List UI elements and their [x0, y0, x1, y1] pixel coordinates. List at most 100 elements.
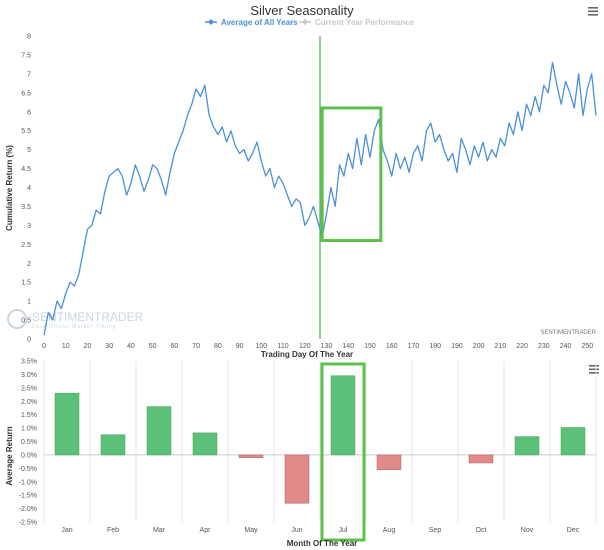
y-axis-ticks: 0 0.5 1 1.5 2 2.5 3 3.5 4 4.5 5 5.5 6 6.5 7 7.5 8	[21, 34, 31, 344]
chart-title: Silver Seasonality	[250, 3, 354, 18]
bar-may[interactable]	[238, 454, 264, 458]
x-tick-label: 210	[495, 343, 507, 350]
bar-oct[interactable]	[468, 454, 494, 464]
legend-marker-current-icon	[302, 19, 308, 25]
x-tick-label: 130	[321, 343, 333, 350]
x-axis-ticks: 0 10 20 30 40 50 60 70 80 90 100 110 120 130 140 150 160…	[42, 343, 593, 350]
bar-x-axis-ticks: Jan Feb Mar Apr May Jun Jul Aug Sep Oct Nov Dec	[61, 527, 579, 534]
month-highlight-box	[320, 362, 366, 542]
bar-x-tick-label: Feb	[107, 527, 119, 534]
x-tick-label: 30	[105, 343, 113, 350]
bar-feb[interactable]	[100, 434, 126, 456]
bar-y-tick-label: 3.5%	[21, 359, 37, 366]
bar-y-tick-label: -1.0%	[19, 479, 37, 486]
y-tick-label: 7.5	[21, 52, 31, 59]
x-tick-label: 0	[42, 343, 46, 350]
y-tick-label: 2.5	[21, 242, 31, 249]
watermark-tagline: Data-Driven Market Timing	[32, 324, 116, 330]
x-tick-label: 120	[299, 343, 311, 350]
legend-marker-average-icon	[208, 19, 214, 25]
x-tick-label: 110	[277, 343, 288, 350]
bar-x-tick-label: Oct	[476, 527, 487, 534]
bar-mar[interactable]	[146, 406, 172, 456]
series-line-average-of-all-years	[43, 61, 597, 336]
bar-x-tick-label: Aug	[383, 527, 396, 534]
bar-y-tick-label: 3.0%	[21, 372, 37, 379]
chart-menu-icon[interactable]	[584, 4, 600, 18]
legend-label-current-year: Current Year Performance	[315, 18, 415, 27]
line-chart: Silver Seasonality Average of All Years …	[5, 3, 600, 359]
y-tick-label: 5	[27, 147, 31, 154]
x-tick-label: 160	[386, 343, 398, 350]
y-tick-label: 0.5	[21, 318, 31, 325]
bar-y-tick-label: 1.5%	[21, 412, 37, 419]
bar-x-tick-label: Jun	[291, 527, 302, 534]
x-tick-label: 230	[538, 343, 550, 350]
bar-x-tick-label: Mar	[153, 527, 166, 534]
highlight-box	[320, 106, 383, 243]
x-tick-label: 20	[84, 343, 92, 350]
x-tick-label: 220	[516, 343, 528, 350]
bar-x-tick-label: Jul	[339, 527, 348, 534]
bar-dec[interactable]	[560, 427, 586, 456]
x-tick-label: 200	[473, 343, 485, 350]
x-tick-label: 150	[364, 343, 376, 350]
x-tick-label: 70	[192, 343, 200, 350]
bar-x-tick-label: May	[244, 527, 258, 534]
x-tick-label: 90	[236, 343, 244, 350]
x-tick-label: 80	[214, 343, 222, 350]
y-tick-label: 3	[27, 223, 31, 230]
bar-x-axis-title: Month Of The Year	[287, 539, 358, 548]
x-tick-label: 170	[408, 343, 420, 350]
y-tick-label: 5.5	[21, 128, 31, 135]
bar-aug[interactable]	[376, 454, 402, 470]
bar-y-tick-label: 1.0%	[21, 426, 37, 433]
y-tick-label: 0	[27, 337, 31, 344]
credit-text: SENTIMENTRADER	[540, 330, 596, 336]
legend-item-current-year[interactable]: Current Year Performance	[299, 18, 415, 27]
y-tick-label: 8	[27, 34, 31, 41]
watermark-name: SENTIMENTRADER	[32, 310, 144, 324]
x-tick-label: 10	[62, 343, 70, 350]
bar-chart: -2.5% -2.0% -1.5% -1.0% -0.5% 0.0% 0.5% 1.0% 1.5…	[5, 359, 600, 548]
y-tick-label: 1.5	[21, 280, 31, 287]
bar-jul[interactable]	[330, 375, 356, 456]
bar-x-tick-label: Apr	[200, 527, 212, 534]
bar-y-tick-label: 2.5%	[21, 385, 37, 392]
legend-item-average[interactable]: Average of All Years	[205, 18, 298, 27]
x-axis-title: Trading Day Of The Year	[261, 350, 353, 359]
x-tick-label: 40	[127, 343, 135, 350]
x-tick-label: 240	[560, 343, 572, 350]
y-tick-label: 1	[27, 299, 31, 306]
x-tick-label: 60	[170, 343, 178, 350]
x-tick-label: 190	[451, 343, 463, 350]
bar-jun[interactable]	[284, 454, 310, 504]
bar-y-tick-label: 0.0%	[21, 452, 37, 459]
x-tick-label: 180	[429, 343, 441, 350]
bar-y-tick-label: 2.0%	[21, 399, 37, 406]
bar-x-tick-label: Sep	[429, 527, 442, 534]
y-tick-label: 3.5	[21, 204, 31, 211]
bar-jan[interactable]	[54, 392, 80, 456]
watermark-circle-icon	[7, 309, 27, 329]
bars	[54, 375, 586, 504]
x-tick-label: 250	[581, 343, 593, 350]
bar-y-tick-label: -2.5%	[19, 520, 37, 527]
x-tick-label: 140	[342, 343, 354, 350]
bar-x-tick-label: Nov	[521, 527, 534, 534]
bar-chart-menu-icon[interactable]	[584, 362, 600, 376]
bar-apr[interactable]	[192, 432, 218, 456]
x-tick-label: 50	[149, 343, 157, 350]
bar-x-tick-label: Jan	[61, 527, 72, 534]
bar-y-tick-label: 0.5%	[21, 439, 37, 446]
bar-nov[interactable]	[514, 436, 540, 456]
legend-label-average: Average of All Years	[221, 18, 298, 27]
y-tick-label: 2	[27, 261, 31, 268]
bar-y-tick-label: -0.5%	[19, 466, 37, 473]
x-tick-label: 100	[255, 343, 267, 350]
y-tick-label: 6	[27, 109, 31, 116]
watermark-logo: SENTIMENTRADER Data-Driven Market Timing	[7, 309, 144, 330]
y-tick-label: 4	[27, 185, 31, 192]
bar-grid-lines	[43, 361, 597, 522]
